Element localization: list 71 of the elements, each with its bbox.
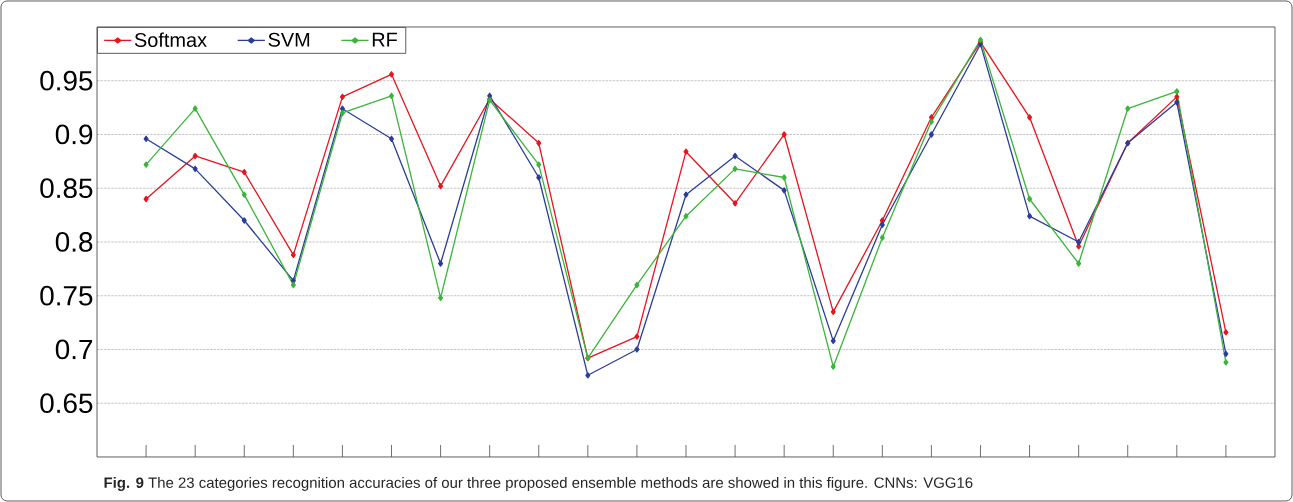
point (339, 109, 345, 117)
point (290, 251, 296, 259)
point (732, 165, 738, 173)
point (290, 281, 296, 289)
point (192, 165, 198, 173)
point (487, 92, 493, 99)
legend-label: SVM (268, 32, 310, 47)
point (928, 131, 934, 138)
y-tick-label: 0.85 (40, 178, 93, 199)
point (1076, 238, 1082, 246)
point (1076, 243, 1082, 250)
point (192, 105, 198, 112)
point (830, 363, 836, 370)
point (388, 92, 395, 99)
point (1223, 350, 1229, 357)
point (634, 333, 640, 340)
legend-label: RF (372, 32, 397, 47)
point (290, 277, 296, 284)
point (634, 281, 640, 289)
point (732, 200, 738, 207)
point (1223, 329, 1229, 336)
point (634, 346, 640, 353)
point (1027, 114, 1033, 121)
point (143, 195, 149, 203)
point (781, 174, 787, 181)
point (683, 213, 689, 220)
point (192, 152, 198, 160)
point (830, 337, 836, 345)
text: Fig. 9 The 23 categories recognition accuracies of our three proposed ensemble methods are showed in this figure. CNNs: VGG16 (104, 476, 973, 491)
point (585, 372, 591, 379)
point (1027, 195, 1033, 203)
point (1125, 105, 1131, 112)
point (781, 131, 787, 138)
point (732, 152, 738, 160)
point (388, 71, 395, 78)
point (438, 294, 444, 302)
point (339, 93, 345, 101)
point (438, 260, 444, 267)
point (928, 118, 934, 125)
point (1174, 99, 1180, 106)
point (536, 161, 542, 168)
point (683, 148, 689, 155)
point (438, 182, 444, 190)
legend-label: Softmax (134, 32, 207, 48)
point (536, 174, 542, 181)
point (241, 191, 247, 198)
point (339, 105, 345, 112)
point (1223, 359, 1229, 366)
point (536, 139, 542, 147)
y-tick-label: 0.75 (40, 285, 93, 306)
point (241, 168, 247, 176)
y-tick-label: 0.7 (55, 339, 93, 360)
point (928, 114, 934, 121)
point (1027, 213, 1033, 220)
y-tick-label: 0.8 (55, 232, 93, 252)
point (1076, 260, 1082, 267)
point (879, 234, 885, 241)
point (241, 217, 247, 224)
y-tick-label: 0.9 (55, 124, 93, 145)
point (143, 161, 149, 168)
point (879, 221, 885, 228)
point (388, 135, 395, 142)
y-tick-label: 0.65 (40, 393, 93, 414)
point (830, 308, 836, 316)
point (1174, 88, 1180, 95)
y-tick-label: 0.95 (40, 70, 93, 91)
point (143, 135, 149, 142)
point (1174, 93, 1180, 101)
point (879, 217, 885, 224)
point (781, 187, 787, 194)
point (683, 191, 689, 198)
